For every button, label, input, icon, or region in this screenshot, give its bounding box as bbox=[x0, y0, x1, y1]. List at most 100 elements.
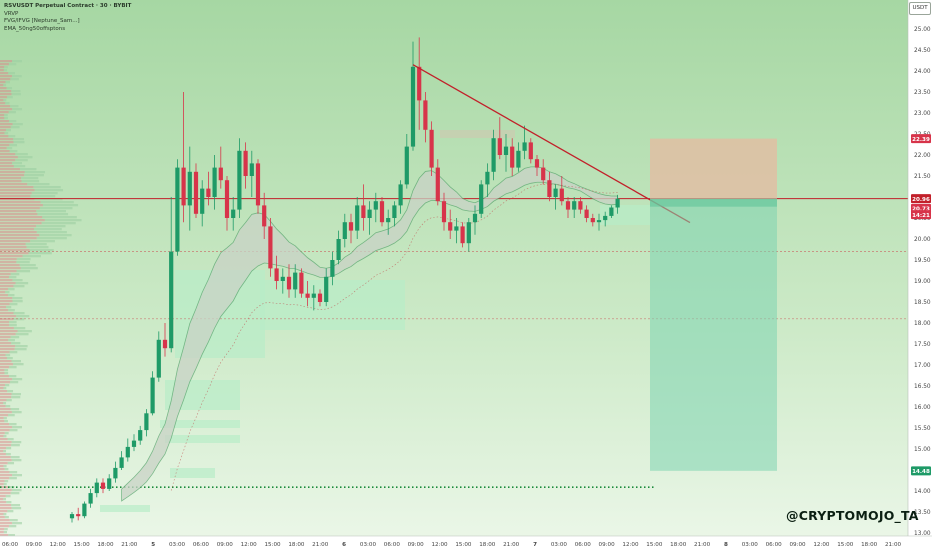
legend-indicator-fvg[interactable]: FVG/IFVG [Neptune_Sam...] bbox=[4, 18, 80, 24]
candle-body[interactable] bbox=[317, 293, 323, 302]
candle-body[interactable] bbox=[324, 276, 329, 302]
candle-body[interactable] bbox=[547, 180, 552, 197]
stop-loss-zone[interactable] bbox=[650, 138, 777, 199]
candle-body[interactable] bbox=[485, 171, 490, 185]
candle-body[interactable] bbox=[187, 171, 192, 206]
candle-body[interactable] bbox=[596, 220, 602, 223]
candle-body[interactable] bbox=[609, 207, 614, 216]
candle-body[interactable] bbox=[82, 503, 87, 517]
price-label-badge[interactable] bbox=[911, 466, 931, 476]
candle-body[interactable] bbox=[441, 201, 447, 223]
candle-body[interactable] bbox=[69, 514, 75, 519]
candle-body[interactable] bbox=[88, 493, 93, 504]
candle-body[interactable] bbox=[100, 482, 106, 489]
candle-body[interactable] bbox=[466, 222, 471, 244]
candle-body[interactable] bbox=[218, 167, 223, 181]
candle-body[interactable] bbox=[541, 167, 546, 181]
time-axis[interactable] bbox=[0, 536, 932, 550]
candle-body[interactable] bbox=[479, 184, 484, 214]
candle-body[interactable] bbox=[162, 339, 168, 349]
candle-body[interactable] bbox=[125, 446, 130, 458]
candle-body[interactable] bbox=[367, 209, 372, 218]
candle-body[interactable] bbox=[572, 201, 577, 210]
candle-body[interactable] bbox=[460, 226, 465, 244]
legend-symbol[interactable]: RSVUSDT Perpetual Contract · 30 · BYBIT bbox=[4, 3, 132, 9]
candle-body[interactable] bbox=[181, 167, 186, 206]
candle-body[interactable] bbox=[497, 138, 502, 155]
candle-body[interactable] bbox=[138, 430, 143, 441]
candle-body[interactable] bbox=[410, 66, 416, 147]
candle-body[interactable] bbox=[305, 293, 310, 298]
candle-body[interactable] bbox=[373, 201, 378, 210]
candle-body[interactable] bbox=[131, 440, 137, 447]
candle-body[interactable] bbox=[293, 272, 298, 290]
candle-body[interactable] bbox=[231, 209, 236, 218]
candle-body[interactable] bbox=[565, 201, 571, 210]
candle-body[interactable] bbox=[392, 205, 397, 218]
candle-body[interactable] bbox=[590, 218, 595, 223]
price-label-badge[interactable] bbox=[911, 210, 931, 220]
candle-body[interactable] bbox=[510, 146, 515, 168]
candle-body[interactable] bbox=[355, 205, 360, 231]
price-label-badge[interactable] bbox=[911, 134, 931, 144]
candle-body[interactable] bbox=[534, 159, 540, 168]
candle-body[interactable] bbox=[286, 276, 292, 290]
candle-body[interactable] bbox=[522, 142, 527, 151]
candle-body[interactable] bbox=[237, 150, 242, 210]
candle-body[interactable] bbox=[516, 150, 521, 168]
currency-badge[interactable]: USDT bbox=[909, 2, 931, 15]
candle-body[interactable] bbox=[144, 413, 149, 431]
candle-body[interactable] bbox=[454, 226, 459, 231]
candle-body[interactable] bbox=[76, 514, 81, 517]
candle-body[interactable] bbox=[342, 222, 347, 239]
candle-body[interactable] bbox=[119, 457, 124, 468]
candle-body[interactable] bbox=[224, 180, 230, 218]
candle-body[interactable] bbox=[386, 218, 391, 223]
candle-body[interactable] bbox=[274, 268, 279, 281]
candle-body[interactable] bbox=[255, 163, 261, 206]
price-label-badge[interactable] bbox=[911, 194, 931, 204]
candle-body[interactable] bbox=[243, 150, 248, 176]
candle-body[interactable] bbox=[200, 188, 205, 214]
candle-body[interactable] bbox=[559, 188, 564, 202]
candle-body[interactable] bbox=[584, 209, 589, 218]
candle-body[interactable] bbox=[206, 188, 211, 197]
candle-body[interactable] bbox=[107, 478, 112, 489]
descending-trendline[interactable] bbox=[412, 64, 691, 224]
candle-body[interactable] bbox=[603, 215, 608, 221]
candle-body[interactable] bbox=[268, 226, 273, 269]
candle-body[interactable] bbox=[175, 167, 180, 252]
candle-body[interactable] bbox=[491, 138, 496, 172]
candle-body[interactable] bbox=[615, 198, 620, 208]
candle-body[interactable] bbox=[299, 272, 304, 294]
candle-body[interactable] bbox=[330, 260, 335, 277]
candle-body[interactable] bbox=[472, 213, 478, 223]
candle-body[interactable] bbox=[156, 339, 161, 378]
candle-body[interactable] bbox=[348, 222, 354, 231]
candle-body[interactable] bbox=[249, 163, 254, 176]
candle-body[interactable] bbox=[448, 222, 453, 231]
candle-body[interactable] bbox=[193, 171, 199, 214]
candle-body[interactable] bbox=[578, 201, 583, 210]
candle-body[interactable] bbox=[417, 66, 422, 101]
candle-body[interactable] bbox=[553, 188, 558, 197]
candle-body[interactable] bbox=[94, 482, 99, 494]
candle-body[interactable] bbox=[280, 276, 285, 281]
candle-body[interactable] bbox=[379, 201, 385, 223]
candle-body[interactable] bbox=[212, 167, 217, 197]
candle-body[interactable] bbox=[150, 377, 155, 414]
candle-body[interactable] bbox=[311, 293, 316, 298]
legend-indicator-vrvp[interactable]: VRVP bbox=[4, 10, 19, 17]
candle-body[interactable] bbox=[262, 205, 267, 227]
candle-body[interactable] bbox=[404, 146, 409, 185]
candle-body[interactable] bbox=[528, 142, 533, 160]
take-profit-zone[interactable] bbox=[650, 198, 777, 471]
legend-indicator-ema[interactable]: EMA_50ng50offsptons bbox=[4, 25, 66, 32]
price-axis[interactable] bbox=[908, 0, 932, 550]
candle-body[interactable] bbox=[113, 467, 118, 479]
candle-body[interactable] bbox=[361, 205, 366, 218]
candle-body[interactable] bbox=[435, 167, 440, 202]
candle-body[interactable] bbox=[423, 100, 428, 130]
